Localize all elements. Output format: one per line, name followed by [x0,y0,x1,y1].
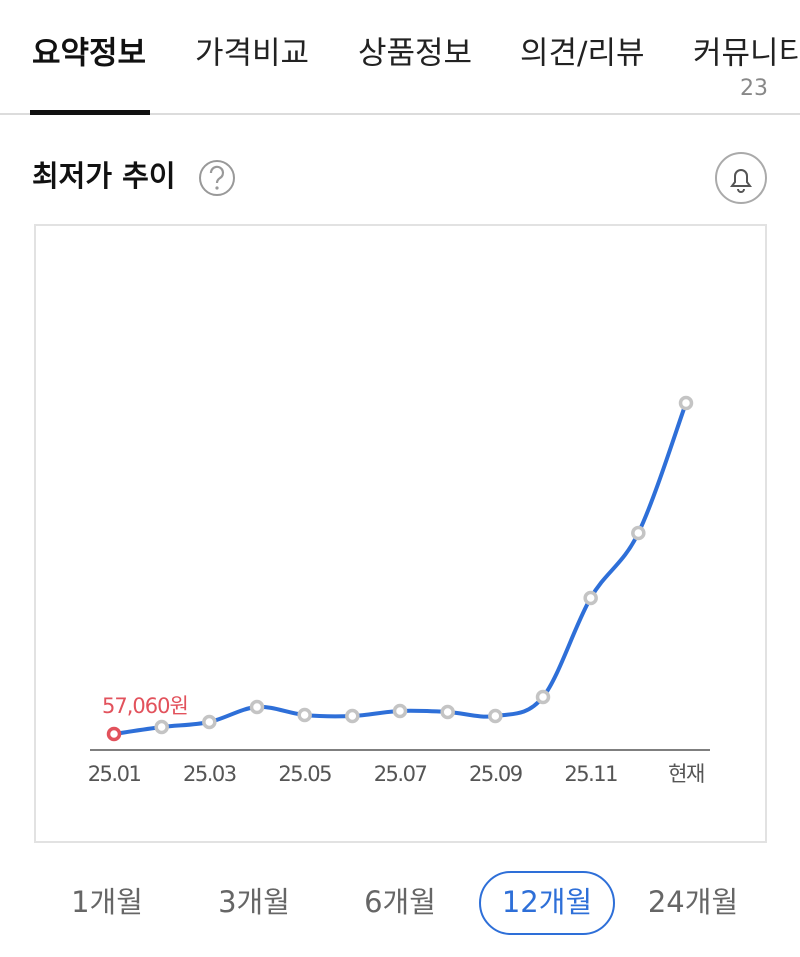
data-point [440,704,455,720]
x-tick-label: 25.03 [183,762,236,786]
bell-icon [730,169,752,193]
help-icon[interactable] [199,160,235,196]
section-title: 최저가 추이 [32,159,176,193]
chart: 57,060원 25.01 25.03 25.05 25.07 25.09 25.11 현재 [88,395,705,786]
chart-frame [34,224,767,843]
help-dot [215,186,219,190]
period-selected [479,871,615,935]
help-glyph [209,165,225,184]
tab[interactable]: 가격비교 [195,36,309,72]
period-option[interactable]: 1개월 [71,885,143,919]
value-label: 57,060원 [102,694,188,718]
data-point [106,726,122,742]
period-selector: 1개월 3개월 6개월 12개월 24개월 [71,871,738,935]
period-option[interactable]: 24개월 [648,885,738,919]
data-point [678,395,694,411]
data-point [154,719,169,735]
data-point [202,714,217,730]
data-point [631,525,646,541]
tab[interactable]: 커뮤니티 [693,36,800,72]
tab[interactable]: 요약정보 [32,36,146,72]
data-point [297,707,312,723]
tab[interactable]: 상품정보 [358,36,472,72]
active-tab-indicator [30,110,150,115]
x-tick-label: 25.11 [564,762,617,786]
period-option[interactable]: 3개월 [218,885,290,919]
data-point [392,703,408,719]
data-point [583,590,598,606]
period-option[interactable]: 12개월 [502,885,592,919]
data-point [535,689,551,705]
x-tick-label: 25.09 [469,762,522,786]
x-tick-label: 25.05 [278,762,331,786]
period-option[interactable]: 6개월 [364,885,436,919]
data-point [249,699,265,715]
x-tick-label: 현재 [668,762,704,786]
data-point [345,708,360,724]
data-point [488,708,503,724]
x-tick-label: 25.07 [374,762,427,786]
price-line [113,402,688,736]
tab[interactable]: 의견/리뷰 [520,36,645,72]
x-tick-label: 25.01 [88,762,141,786]
alert-button[interactable] [715,152,767,204]
tab-count: 23 [740,76,768,101]
